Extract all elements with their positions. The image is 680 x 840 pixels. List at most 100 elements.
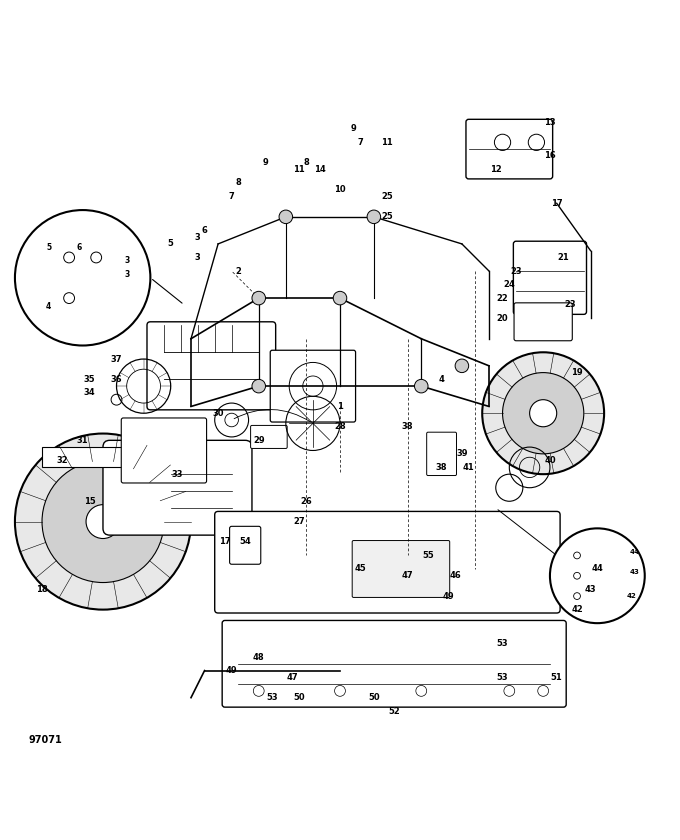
Text: 37: 37 [111, 354, 122, 364]
FancyBboxPatch shape [103, 440, 252, 535]
Circle shape [455, 359, 469, 373]
FancyBboxPatch shape [466, 119, 553, 179]
Text: 17: 17 [551, 199, 562, 207]
Text: 52: 52 [388, 706, 400, 716]
Text: 21: 21 [558, 253, 569, 262]
Text: 7: 7 [228, 192, 235, 201]
Text: 41: 41 [463, 463, 475, 472]
Text: 2: 2 [235, 266, 241, 276]
Circle shape [15, 210, 150, 345]
Text: 9: 9 [351, 124, 356, 134]
Text: 4: 4 [439, 375, 445, 384]
Text: 25: 25 [381, 192, 393, 201]
Circle shape [42, 460, 164, 582]
Polygon shape [42, 447, 137, 467]
Text: 50: 50 [368, 693, 379, 702]
FancyBboxPatch shape [147, 322, 275, 410]
Text: 97071: 97071 [29, 735, 63, 745]
Text: 32: 32 [56, 456, 68, 465]
Text: 19: 19 [571, 368, 583, 377]
Circle shape [550, 528, 645, 623]
Text: 20: 20 [496, 314, 509, 323]
Circle shape [279, 210, 292, 223]
Text: 46: 46 [449, 571, 461, 580]
Circle shape [482, 352, 604, 474]
Circle shape [15, 433, 191, 610]
Text: 16: 16 [544, 151, 556, 160]
Text: 26: 26 [301, 496, 312, 506]
Text: 39: 39 [456, 449, 468, 459]
Text: 44: 44 [592, 564, 603, 574]
Text: 12: 12 [490, 165, 502, 174]
Text: 15: 15 [84, 496, 95, 506]
Text: 42: 42 [571, 605, 583, 614]
Text: 43: 43 [585, 585, 596, 594]
Text: 11: 11 [381, 138, 393, 147]
Circle shape [415, 380, 428, 393]
Text: 6: 6 [77, 243, 82, 252]
Circle shape [333, 291, 347, 305]
Text: 54: 54 [239, 538, 251, 546]
Text: 44: 44 [630, 549, 640, 555]
Circle shape [252, 291, 265, 305]
Text: 49: 49 [443, 591, 454, 601]
FancyBboxPatch shape [251, 425, 287, 449]
Text: 3: 3 [195, 233, 201, 242]
Text: 36: 36 [111, 375, 122, 384]
Text: 9: 9 [262, 158, 269, 167]
Text: 18: 18 [36, 585, 48, 594]
Text: 50: 50 [294, 693, 305, 702]
Text: 34: 34 [84, 388, 95, 397]
Text: 27: 27 [294, 517, 305, 526]
Text: 3: 3 [195, 253, 201, 262]
Text: 29: 29 [253, 436, 265, 445]
Text: 30: 30 [212, 409, 224, 417]
FancyBboxPatch shape [222, 621, 566, 707]
Text: 22: 22 [496, 294, 509, 302]
FancyBboxPatch shape [426, 433, 456, 475]
Circle shape [367, 210, 381, 223]
Text: 8: 8 [303, 158, 309, 167]
Text: 11: 11 [294, 165, 305, 174]
FancyBboxPatch shape [230, 527, 260, 564]
FancyBboxPatch shape [270, 350, 356, 422]
Text: 8: 8 [235, 178, 241, 187]
Text: 38: 38 [436, 463, 447, 472]
Text: 13: 13 [544, 118, 556, 127]
Text: 43: 43 [630, 570, 639, 575]
Text: 23: 23 [564, 301, 576, 309]
Text: 47: 47 [287, 673, 299, 682]
Text: 10: 10 [334, 186, 346, 194]
Text: 38: 38 [402, 423, 413, 431]
Circle shape [252, 380, 265, 393]
FancyBboxPatch shape [513, 241, 587, 314]
Text: 23: 23 [510, 266, 522, 276]
Text: 17: 17 [219, 538, 231, 546]
Text: 35: 35 [84, 375, 95, 384]
FancyBboxPatch shape [514, 303, 573, 341]
Circle shape [530, 400, 557, 427]
Text: 42: 42 [626, 593, 636, 599]
Text: 24: 24 [503, 280, 515, 289]
Circle shape [503, 373, 584, 454]
Text: 4: 4 [46, 302, 52, 311]
Text: 6: 6 [201, 226, 207, 235]
Text: 51: 51 [551, 673, 562, 682]
Text: 48: 48 [253, 653, 265, 662]
Circle shape [86, 505, 120, 538]
Text: 53: 53 [496, 673, 509, 682]
Text: 25: 25 [381, 213, 393, 221]
Text: 7: 7 [358, 138, 363, 147]
Text: 33: 33 [172, 470, 183, 479]
FancyBboxPatch shape [352, 541, 449, 597]
Text: 53: 53 [496, 639, 509, 648]
Text: 14: 14 [313, 165, 326, 174]
Text: 28: 28 [334, 423, 346, 431]
Text: 47: 47 [402, 571, 413, 580]
Text: 1: 1 [337, 402, 343, 411]
Text: 49: 49 [226, 666, 237, 675]
Text: 55: 55 [422, 551, 434, 560]
FancyBboxPatch shape [215, 512, 560, 613]
Text: 53: 53 [267, 693, 278, 702]
Text: 3: 3 [124, 256, 129, 265]
